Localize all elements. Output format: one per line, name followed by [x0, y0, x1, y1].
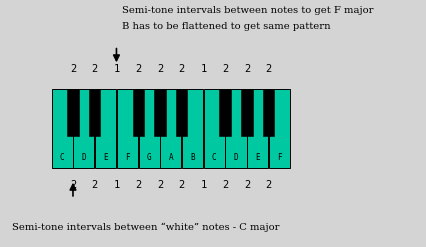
Text: 2: 2: [156, 64, 163, 74]
Text: A: A: [168, 153, 173, 162]
Text: 1: 1: [200, 64, 206, 74]
Text: 2: 2: [91, 64, 98, 74]
Bar: [52, 89, 72, 168]
Bar: [247, 89, 268, 168]
Text: C: C: [211, 153, 216, 162]
Bar: [268, 89, 289, 168]
Bar: [181, 89, 203, 168]
Text: B has to be flattened to get same pattern: B has to be flattened to get same patter…: [121, 22, 330, 31]
Bar: [132, 89, 144, 136]
Bar: [176, 89, 187, 136]
Text: 2: 2: [265, 180, 271, 190]
Text: 1: 1: [113, 64, 119, 74]
Bar: [154, 89, 165, 136]
Bar: [225, 89, 246, 168]
Bar: [73, 89, 94, 168]
Bar: [117, 89, 138, 168]
Text: G: G: [147, 153, 151, 162]
Bar: [160, 89, 181, 168]
Text: 2: 2: [156, 180, 163, 190]
Text: 2: 2: [70, 64, 76, 74]
Text: D: D: [233, 153, 238, 162]
Text: 2: 2: [222, 64, 228, 74]
Text: 2: 2: [91, 180, 98, 190]
Bar: [262, 89, 273, 136]
Bar: [89, 89, 100, 136]
Text: Semi-tone intervals between notes to get F major: Semi-tone intervals between notes to get…: [121, 6, 372, 15]
Bar: [67, 89, 78, 136]
Bar: [203, 89, 224, 168]
Text: 2: 2: [265, 64, 271, 74]
Text: 2: 2: [222, 180, 228, 190]
Text: 2: 2: [135, 180, 141, 190]
Text: 2: 2: [70, 180, 76, 190]
Text: C: C: [60, 153, 64, 162]
Text: 2: 2: [243, 64, 250, 74]
Bar: [241, 89, 252, 136]
Text: 2: 2: [135, 64, 141, 74]
Text: 2: 2: [178, 64, 184, 74]
Bar: [138, 89, 159, 168]
Text: B: B: [190, 153, 194, 162]
Text: 1: 1: [200, 180, 206, 190]
Text: F: F: [276, 153, 281, 162]
Bar: [219, 89, 230, 136]
Text: D: D: [81, 153, 86, 162]
Text: F: F: [125, 153, 130, 162]
Text: E: E: [255, 153, 259, 162]
Text: 2: 2: [243, 180, 250, 190]
Text: 2: 2: [178, 180, 184, 190]
Text: E: E: [103, 153, 108, 162]
Text: Semi-tone intervals between “white” notes - C major: Semi-tone intervals between “white” note…: [12, 222, 279, 232]
Bar: [95, 89, 116, 168]
Text: 1: 1: [113, 180, 119, 190]
